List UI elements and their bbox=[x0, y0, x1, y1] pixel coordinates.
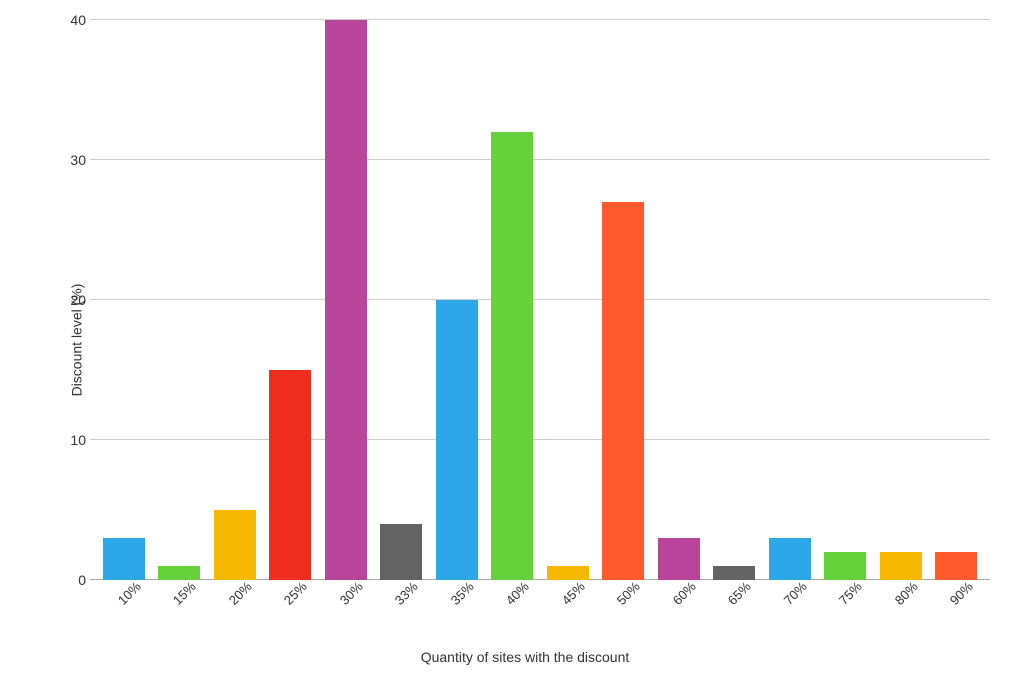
bar-slot: 60% bbox=[651, 20, 707, 580]
bar-slot: 80% bbox=[873, 20, 929, 580]
y-tick: 30 bbox=[62, 152, 86, 168]
plot-area: 01020304010%15%20%25%30%33%35%40%45%50%6… bbox=[90, 20, 990, 580]
bar bbox=[491, 132, 533, 580]
bar-slot: 10% bbox=[96, 20, 152, 580]
bar bbox=[436, 300, 478, 580]
bar-slot: 50% bbox=[596, 20, 652, 580]
y-tick: 0 bbox=[62, 572, 86, 588]
bars-group: 10%15%20%25%30%33%35%40%45%50%60%65%70%7… bbox=[90, 20, 990, 580]
y-tick: 40 bbox=[62, 12, 86, 28]
bar-slot: 33% bbox=[374, 20, 430, 580]
y-tick: 20 bbox=[62, 292, 86, 308]
bar-slot: 35% bbox=[429, 20, 485, 580]
bar bbox=[602, 202, 644, 580]
bar-slot: 30% bbox=[318, 20, 374, 580]
bar bbox=[325, 20, 367, 580]
bar-slot: 45% bbox=[540, 20, 596, 580]
bar bbox=[269, 370, 311, 580]
x-axis-label: Quantity of sites with the discount bbox=[421, 649, 630, 665]
bar-slot: 15% bbox=[152, 20, 208, 580]
bar-slot: 65% bbox=[707, 20, 763, 580]
bar bbox=[214, 510, 256, 580]
bar-chart: Discount level (%) 01020304010%15%20%25%… bbox=[50, 20, 1000, 660]
y-tick: 10 bbox=[62, 432, 86, 448]
bar-slot: 25% bbox=[263, 20, 319, 580]
bar-slot: 40% bbox=[485, 20, 541, 580]
bar-slot: 90% bbox=[929, 20, 985, 580]
bar-slot: 20% bbox=[207, 20, 263, 580]
bar-slot: 70% bbox=[762, 20, 818, 580]
bar-slot: 75% bbox=[818, 20, 874, 580]
